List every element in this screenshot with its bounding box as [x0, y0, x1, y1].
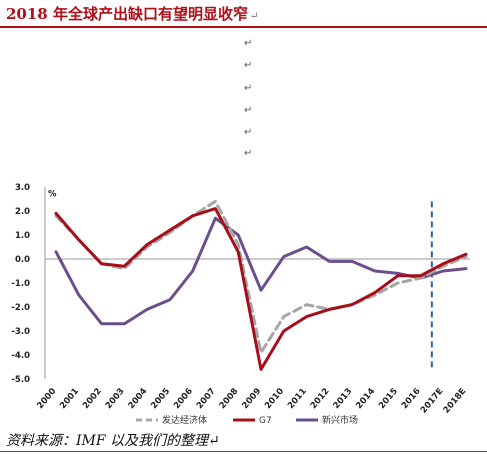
y-tick-label: -2.0 — [11, 303, 30, 313]
paragraph-mark: ↵ — [244, 105, 253, 116]
output-gap-chart: 3.02.01.00.0-1.0-2.0-3.0-4.0-5.0%2000 200… — [11, 183, 470, 426]
x-tick-label: 2013 — [332, 386, 355, 411]
x-tick-label: 2012 — [309, 386, 332, 411]
y-tick-label: 2.0 — [15, 207, 30, 217]
legend-label: 新兴市场 — [322, 414, 358, 426]
x-tick-label: 2006 — [172, 386, 195, 411]
y-tick-label: -1.0 — [11, 279, 30, 289]
x-tick-label: 2008 — [218, 386, 241, 411]
x-tick-label: 2004 — [127, 386, 150, 411]
x-tick-label: 2002 — [81, 386, 104, 411]
source-text: 资料来源：IMF 以及我们的整理 — [6, 433, 209, 449]
page-title: 2018 年全球产出缺口有望明显收窄 ↵ — [6, 3, 258, 24]
y-tick-label: -4.0 — [11, 351, 30, 361]
title-paragraph-mark: ↵ — [249, 11, 259, 22]
legend-label: 发达经济体 — [162, 414, 207, 426]
y-tick-label: 3.0 — [15, 183, 30, 193]
series-line-0 — [54, 199, 468, 355]
paragraph-mark: ↵ — [244, 60, 253, 71]
series-line-2 — [54, 216, 468, 326]
x-tick-label: 2003 — [104, 386, 127, 411]
y-axis-unit-label: % — [48, 190, 57, 200]
x-tick-label: 2010 — [263, 386, 286, 411]
x-tick-label: 2000 — [35, 386, 58, 411]
y-tick-label: -5.0 — [11, 375, 30, 385]
paragraph-mark: ↵ — [244, 127, 253, 138]
x-tick-label: 2001 — [58, 386, 81, 411]
paragraph-mark: ↵ — [244, 83, 253, 94]
series-line-1 — [54, 207, 468, 371]
y-tick-label: -3.0 — [11, 327, 30, 337]
source-paragraph-mark: ↵ — [208, 433, 220, 449]
x-tick-label: 2015 — [377, 386, 400, 411]
x-tick-label: 2014 — [354, 386, 377, 411]
paragraph-mark: ↵ — [244, 148, 253, 159]
x-tick-label: 2005 — [149, 386, 172, 411]
y-tick-label: 0.0 — [15, 255, 30, 265]
x-tick-label: 2018E — [442, 386, 469, 415]
source-note: 资料来源：IMF 以及我们的整理↵ — [6, 430, 220, 450]
x-tick-label: 2017E — [419, 386, 446, 415]
paragraph-mark: ↵ — [244, 38, 253, 49]
footer-rule — [0, 451, 487, 452]
page-title-text: 2018 年全球产出缺口有望明显收窄 — [6, 5, 248, 23]
y-tick-label: 1.0 — [15, 231, 30, 241]
legend-label: G7 — [259, 416, 272, 426]
x-tick-label: 2007 — [195, 386, 218, 411]
header-rule — [0, 26, 487, 28]
x-tick-label: 2011 — [286, 386, 309, 411]
x-tick-label: 2009 — [240, 386, 263, 411]
